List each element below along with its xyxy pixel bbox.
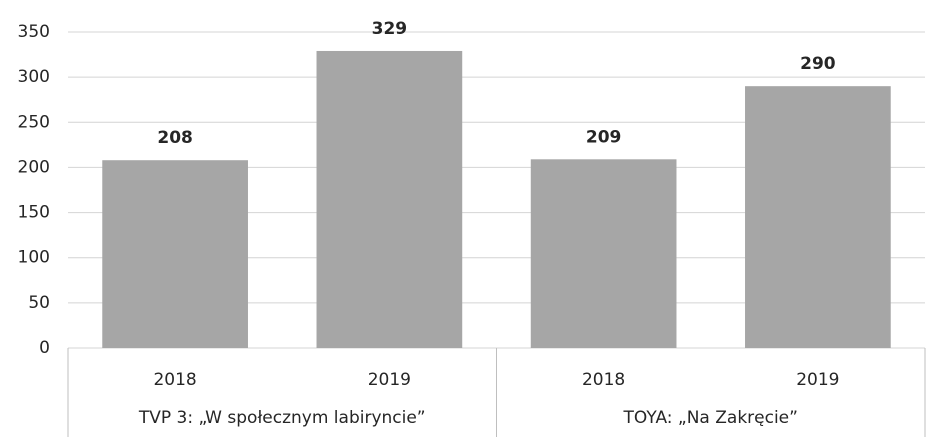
x-tick-label: 2018 <box>582 370 625 390</box>
y-tick-label: 50 <box>28 293 50 313</box>
x-tick-label: 2018 <box>153 370 196 390</box>
group-label: TOYA: „Na Zakręcie” <box>623 408 798 428</box>
bar <box>102 160 248 348</box>
data-label: 290 <box>800 54 836 74</box>
bar <box>530 159 677 348</box>
bar <box>316 50 463 349</box>
y-tick-label: 250 <box>18 112 50 132</box>
y-tick-label: 300 <box>18 67 50 87</box>
bar <box>745 86 891 349</box>
y-tick-label: 100 <box>18 248 50 268</box>
group-label: TVP 3: „W społecznym labiryncie” <box>138 408 426 428</box>
y-tick-label: 0 <box>39 338 50 358</box>
data-label: 329 <box>372 19 408 39</box>
y-tick-label: 350 <box>18 22 50 42</box>
data-label: 209 <box>586 127 622 147</box>
y-tick-label: 150 <box>18 203 50 223</box>
x-tick-label: 2019 <box>368 370 411 390</box>
x-tick-label: 2019 <box>796 370 839 390</box>
data-label: 208 <box>157 128 193 148</box>
y-tick-label: 200 <box>18 157 50 177</box>
